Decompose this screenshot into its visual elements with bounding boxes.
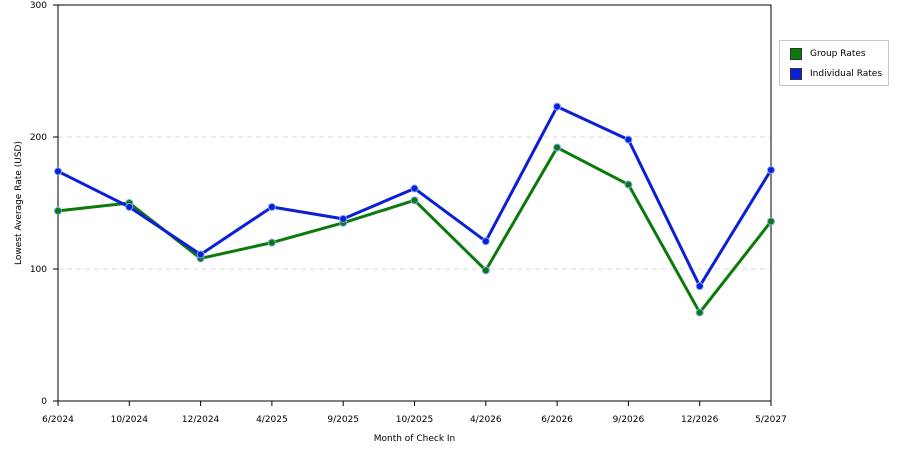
- legend-swatch-group-rates: [790, 48, 802, 60]
- legend: Group Rates Individual Rates: [779, 40, 889, 86]
- data-point: [267, 202, 276, 211]
- y-tick-label: 100: [30, 265, 47, 275]
- y-axis-label: Lowest Average Rate (USD): [14, 141, 24, 265]
- data-point: [767, 166, 775, 174]
- data-point: [624, 180, 633, 189]
- x-axis-label: Month of Check In: [374, 434, 456, 444]
- data-point: [54, 206, 62, 215]
- y-tick-label: 200: [30, 133, 47, 143]
- data-point: [410, 196, 419, 205]
- y-tick-label: 0: [41, 397, 47, 407]
- legend-label-individual-rates: Individual Rates: [810, 69, 883, 79]
- data-point: [553, 143, 562, 152]
- x-tick-label: 4/2025: [256, 415, 288, 425]
- data-point: [481, 266, 490, 275]
- legend-item-group-rates: Group Rates: [790, 48, 866, 60]
- x-tick-label: 5/2027: [755, 415, 787, 425]
- data-point: [695, 308, 704, 317]
- legend-swatch-individual-rates: [790, 68, 802, 80]
- data-point: [125, 202, 134, 211]
- x-tick-label: 12/2026: [681, 415, 719, 425]
- legend-label-group-rates: Group Rates: [810, 49, 866, 59]
- data-point: [410, 184, 419, 193]
- data-point: [339, 214, 348, 223]
- x-tick-label: 12/2024: [182, 415, 220, 425]
- series-layer: [54, 102, 775, 317]
- x-tick-label: 10/2024: [111, 415, 149, 425]
- x-tick-label: 6/2024: [42, 415, 74, 425]
- y-tick-label: 300: [30, 1, 47, 11]
- data-point: [553, 102, 562, 111]
- x-tick-label: 9/2025: [327, 415, 359, 425]
- x-tick-label: 9/2026: [613, 415, 645, 425]
- grid-layer: [58, 136, 771, 270]
- data-point: [767, 217, 775, 226]
- x-tick-label: 4/2026: [470, 415, 502, 425]
- label-layer: 0 100 200 300 6/2024 10/2024 12/2024 4/2025 9/20…: [14, 1, 787, 444]
- data-point: [624, 135, 633, 144]
- data-point: [267, 238, 276, 247]
- data-point: [481, 237, 490, 246]
- data-point: [695, 282, 704, 291]
- data-point: [196, 250, 205, 259]
- legend-item-individual-rates: Individual Rates: [790, 68, 882, 80]
- axis-layer: [53, 4, 772, 406]
- data-point: [54, 167, 62, 176]
- x-tick-label: 6/2026: [541, 415, 573, 425]
- x-tick-label: 10/2025: [396, 415, 433, 425]
